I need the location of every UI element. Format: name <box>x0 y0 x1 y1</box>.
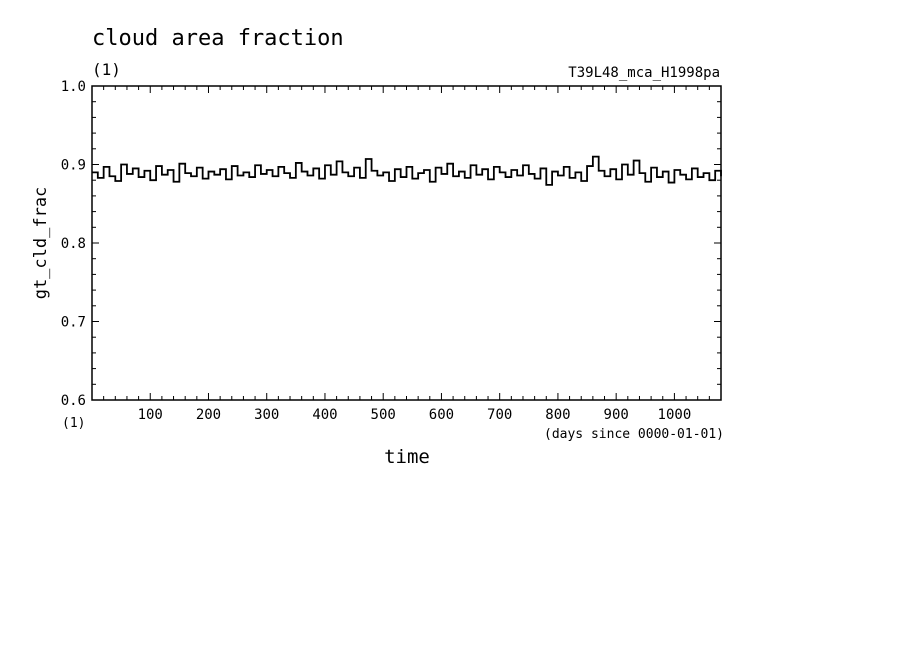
run-label: T39L48_mca_H1998pa <box>568 65 720 81</box>
x-tick-label: 200 <box>196 407 221 423</box>
x-tick-label: 1000 <box>658 407 692 423</box>
x-tick-label: 700 <box>487 407 512 423</box>
y-tick-label: 0.9 <box>61 158 86 174</box>
x-axis-label: time <box>384 446 430 468</box>
y-axis-ticks: 0.6 0.7 0.8 0.9 1.0 <box>61 79 721 409</box>
x-axis-ticks: 100 200 300 400 500 600 700 800 900 1000 <box>103 86 710 423</box>
y-axis-units: (1) <box>62 416 85 431</box>
plot-frame <box>91 85 722 401</box>
x-tick-label: 400 <box>312 407 337 423</box>
x-axis-units: (days since 0000-01-01) <box>544 427 724 442</box>
y-tick-label: 0.6 <box>61 393 86 409</box>
x-tick-label: 900 <box>604 407 629 423</box>
series-line <box>92 155 722 186</box>
y-axis-label: gt_cld_frac <box>31 187 51 300</box>
y-tick-label: 0.7 <box>61 315 86 331</box>
series-layer <box>92 155 722 186</box>
x-tick-label: 300 <box>254 407 279 423</box>
x-tick-label: 600 <box>429 407 454 423</box>
y-tick-label: 1.0 <box>61 79 86 95</box>
x-tick-label: 100 <box>138 407 163 423</box>
y-tick-label: 0.8 <box>61 236 86 252</box>
x-tick-label: 800 <box>545 407 570 423</box>
x-tick-label: 500 <box>371 407 396 423</box>
chart-units: (1) <box>92 60 121 79</box>
chart-title: cloud area fraction <box>92 26 344 51</box>
